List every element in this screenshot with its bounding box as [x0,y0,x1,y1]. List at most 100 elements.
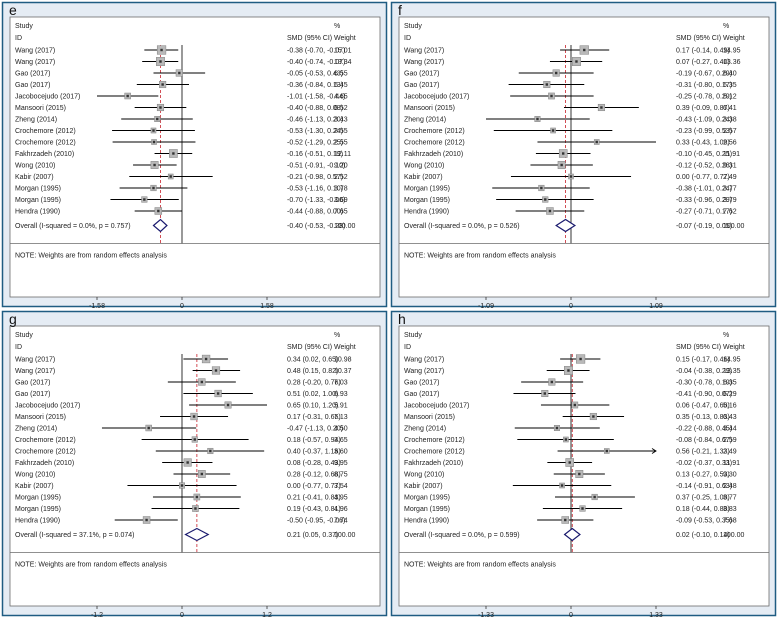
header-study: Study [404,332,422,339]
study-point-estimate [159,60,162,63]
study-label: Crochemore (2012) [15,449,76,456]
study-ci: 0.51 (0.02, 1.00) [287,391,338,398]
study-ci: -0.22 (-0.88, 0.45) [676,426,732,433]
study-weight: 5.91 [334,403,348,410]
header-id: ID [404,344,411,351]
ci-arrow [651,448,657,454]
study-ci: 0.21 (-0.41, 0.83) [287,495,341,502]
study-ci: 0.06 (-0.47, 0.60) [676,403,730,410]
study-point-estimate [581,507,584,510]
study-label: Wang (2017) [404,48,444,55]
study-point-estimate [543,392,546,395]
study-label: Fakhrzadeh (2010) [15,460,74,467]
study-point-estimate [192,415,196,418]
study-ci: 0.34 (0.02, 0.65) [287,357,338,364]
axis-tick-label: 1.09 [649,303,663,310]
study-weight: 3.38 [723,117,737,124]
study-weight: 7.03 [334,380,348,387]
study-ci: -0.40 (-0.74, -0.07) [287,59,345,66]
study-label: Mansoori (2015) [404,105,455,112]
forest-panel-g: g Study ID SMD (95% CI)% Weight Wang (2017) 0.… [1,310,388,618]
study-weight: 6.93 [334,391,348,398]
axis-tick-label: -1.2 [91,612,103,618]
study-ci: -0.27 (-0.71, 0.17) [676,209,732,216]
study-label: Crochemore (2012) [404,128,465,135]
study-point-estimate [178,71,181,75]
header-weight: Weight [723,35,745,42]
axis-tick-label: -1.58 [89,303,105,310]
study-point-estimate [169,175,172,178]
study-ci: 0.28 (-0.12, 0.68) [287,472,341,479]
study-label: Gao (2017) [404,71,439,78]
study-weight: 9.95 [334,460,348,467]
study-point-estimate [200,472,204,476]
study-ci: -0.47 (-1.13, 0.20) [287,426,343,433]
study-label: Wang (2017) [15,48,55,55]
study-ci: 0.08 (-0.28, 0.43) [287,460,341,467]
footnote: NOTE: Weights are from random effects an… [15,562,167,569]
study-ci: -0.08 (-0.84, 0.67) [676,437,732,444]
study-label: Fakhrzadeh (2010) [15,151,74,158]
study-weight: 6.45 [334,82,348,89]
study-label: Fakhrzadeh (2010) [404,151,463,158]
study-label: Morgan (1995) [15,197,61,204]
study-label: Zheng (2014) [15,426,57,433]
header-smd: SMD (95% CI) [287,344,332,351]
header-pct: % [334,23,340,30]
study-weight: 3.77 [723,495,737,502]
study-label: Mansoori (2015) [15,414,66,421]
study-weight: 7.74 [334,518,348,525]
overall-label: Overall (I-squared = 37.1%, p = 0.074) [15,532,134,539]
study-label: Gao (2017) [15,71,50,78]
study-weight: 6.35 [723,380,737,387]
study-label: Gao (2017) [15,82,50,89]
study-ci: -0.43 (-1.09, 0.24) [676,117,732,124]
study-label: Crochemore (2012) [15,437,76,444]
header-weight: Weight [334,344,356,351]
study-weight: 3.83 [723,506,737,513]
study-point-estimate [550,380,554,384]
panel-letter: h [398,311,406,327]
overall-ci: 0.21 (0.05, 0.37) [287,532,338,539]
panel-letter: g [9,311,17,327]
study-point-estimate [214,369,218,372]
study-label: Crochemore (2012) [404,449,465,456]
study-ci: -0.44 (-0.88, 0.00) [287,209,343,216]
study-weight: 4.95 [334,495,348,502]
study-label: Crochemore (2012) [15,128,76,135]
study-ci: 0.40 (-0.37, 1.16) [287,449,341,456]
study-label: Kabir (2007) [15,483,54,490]
study-weight: 13.34 [334,59,352,66]
study-ci: 0.28 (-0.20, 0.76) [287,380,341,387]
study-ci: -0.21 (-0.98, 0.57) [287,174,343,181]
study-point-estimate [550,94,553,98]
study-weight: 14.95 [723,48,741,55]
study-weight: 6.40 [723,71,737,78]
study-ci: -0.40 (-0.88, 0.08) [287,105,343,112]
study-weight: 6.52 [334,105,348,112]
study-ci: -0.09 (-0.53, 0.35) [676,518,732,525]
axis-tick-label: 1.58 [260,303,274,310]
study-ci: -0.31 (-0.80, 0.17) [676,82,732,89]
study-label: Morgan (1995) [15,495,61,502]
header-pct: % [334,332,340,339]
header-weight: Weight [723,344,745,351]
study-ci: 0.18 (-0.57, 0.94) [287,437,341,444]
study-ci: -0.23 (-0.99, 0.53) [676,128,732,135]
study-label: Crochemore (2012) [404,437,465,444]
study-label: Fakhrzadeh (2010) [404,460,463,467]
study-ci: 0.37 (-0.25, 1.00) [676,495,730,502]
study-label: Jacobocejudo (2017) [15,403,80,410]
study-point-estimate [126,94,129,98]
study-weight: 2.55 [334,140,348,147]
study-weight: 13.35 [723,368,741,375]
study-ci: 0.18 (-0.44, 0.80) [676,506,730,513]
study-weight: 3.79 [723,197,737,204]
study-weight: 2.55 [334,128,348,135]
study-label: Morgan (1995) [404,506,450,513]
header-pct: % [723,332,729,339]
study-weight: 13.36 [723,59,741,66]
overall-weight: 100.00 [334,532,356,539]
study-ci: -0.38 (-1.01, 0.24) [676,186,732,193]
